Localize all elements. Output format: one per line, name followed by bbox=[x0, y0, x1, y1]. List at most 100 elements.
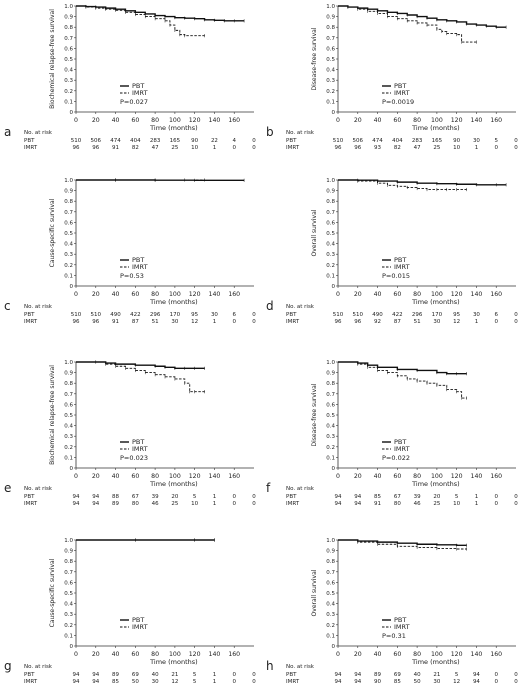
y-tick-label: 1.0 bbox=[64, 4, 73, 10]
x-tick-label: 20 bbox=[92, 651, 100, 658]
risk-cell: 94 bbox=[92, 494, 99, 500]
risk-cell: 50 bbox=[132, 679, 139, 685]
p-value: P=0.027 bbox=[120, 98, 148, 106]
risk-row-label-pbt: PBT bbox=[24, 312, 35, 318]
risk-cell: 47 bbox=[152, 145, 159, 151]
legend-label-imrt: IMRT bbox=[394, 89, 410, 97]
risk-cell: 422 bbox=[130, 312, 141, 318]
y-tick-label: 0 bbox=[332, 284, 336, 290]
series-line-pbt bbox=[338, 361, 467, 375]
x-tick-label: 40 bbox=[374, 473, 382, 480]
risk-row-label-pbt: PBT bbox=[286, 138, 297, 144]
risk-cell: 510 bbox=[71, 138, 82, 144]
risk-cell: 94 bbox=[354, 501, 361, 507]
x-tick-label: 40 bbox=[374, 117, 382, 124]
y-tick-label: 0 bbox=[70, 284, 74, 290]
risk-cell: 6 bbox=[494, 312, 498, 318]
y-tick-label: 0.5 bbox=[64, 413, 73, 419]
x-tick-label: 0 bbox=[336, 473, 340, 480]
p-value: P=0.022 bbox=[382, 454, 410, 462]
x-axis-label: Time (months) bbox=[411, 480, 460, 488]
x-tick-label: 60 bbox=[393, 651, 401, 658]
risk-cell: 20 bbox=[171, 494, 178, 500]
y-tick-label: 0.4 bbox=[326, 424, 335, 430]
risk-row-label-imrt: IMRT bbox=[24, 145, 38, 151]
y-tick-label: 0.6 bbox=[326, 220, 335, 226]
x-axis-label: Time (months) bbox=[411, 124, 460, 132]
series-line-pbt bbox=[338, 539, 467, 546]
y-axis-label: Biochemical relapse-free survival bbox=[49, 365, 56, 465]
risk-cell: 5 bbox=[494, 138, 498, 144]
risk-cell: 1 bbox=[213, 679, 217, 685]
risk-cell: 22 bbox=[211, 138, 218, 144]
y-tick-label: 0.2 bbox=[326, 623, 335, 629]
y-tick-label: 0.7 bbox=[326, 570, 335, 576]
x-tick-label: 100 bbox=[431, 117, 443, 124]
y-tick-label: 0 bbox=[70, 110, 74, 116]
y-tick-label: 0.3 bbox=[64, 434, 73, 440]
x-tick-label: 80 bbox=[151, 291, 159, 298]
x-tick-label: 160 bbox=[490, 117, 502, 124]
risk-cell: 1 bbox=[475, 145, 479, 151]
y-tick-label: 0.4 bbox=[64, 68, 73, 74]
risk-cell: 6 bbox=[232, 312, 236, 318]
x-tick-label: 40 bbox=[112, 291, 120, 298]
risk-cell: 0 bbox=[494, 679, 498, 685]
y-tick-label: 1.0 bbox=[64, 178, 73, 184]
risk-cell: 69 bbox=[132, 672, 139, 678]
y-axis-label: Disease-free survival bbox=[311, 383, 318, 446]
risk-table-header: No. at risk bbox=[24, 304, 53, 310]
risk-row-label-imrt: IMRT bbox=[286, 501, 300, 507]
legend-label-pbt: PBT bbox=[132, 256, 144, 264]
x-tick-label: 40 bbox=[112, 651, 120, 658]
y-tick-label: 0.8 bbox=[64, 381, 73, 387]
risk-cell: 93 bbox=[374, 145, 381, 151]
risk-cell: 89 bbox=[112, 501, 119, 507]
risk-cell: 50 bbox=[414, 679, 421, 685]
x-tick-label: 60 bbox=[393, 473, 401, 480]
risk-cell: 89 bbox=[112, 672, 119, 678]
risk-cell: 510 bbox=[333, 138, 344, 144]
legend-label-pbt: PBT bbox=[394, 82, 406, 90]
risk-row-label-pbt: PBT bbox=[24, 494, 35, 500]
panel-letter: e bbox=[4, 481, 11, 495]
y-tick-label: 0.2 bbox=[64, 89, 73, 95]
y-tick-label: 0 bbox=[332, 466, 336, 472]
y-tick-label: 0.9 bbox=[326, 15, 335, 21]
risk-cell: 1 bbox=[475, 494, 479, 500]
x-tick-label: 40 bbox=[374, 651, 382, 658]
y-tick-label: 0.9 bbox=[64, 15, 73, 21]
risk-cell: 1 bbox=[213, 672, 217, 678]
y-tick-label: 0.8 bbox=[64, 199, 73, 205]
risk-cell: 82 bbox=[132, 145, 139, 151]
x-tick-label: 120 bbox=[189, 473, 201, 480]
x-tick-label: 80 bbox=[151, 117, 159, 124]
x-tick-label: 100 bbox=[431, 473, 443, 480]
risk-cell: 474 bbox=[372, 138, 383, 144]
x-tick-label: 160 bbox=[228, 117, 240, 124]
y-tick-label: 0.4 bbox=[64, 602, 73, 608]
series-line-imrt bbox=[76, 361, 205, 393]
y-tick-label: 0.5 bbox=[64, 591, 73, 597]
risk-cell: 85 bbox=[112, 679, 119, 685]
x-tick-label: 80 bbox=[151, 473, 159, 480]
risk-cell: 80 bbox=[132, 501, 139, 507]
p-value: P=0.015 bbox=[382, 272, 410, 280]
y-tick-label: 0.5 bbox=[326, 591, 335, 597]
y-tick-label: 0.9 bbox=[326, 371, 335, 377]
risk-table-header: No. at risk bbox=[24, 664, 53, 670]
risk-cell: 30 bbox=[473, 312, 480, 318]
risk-cell: 96 bbox=[73, 145, 80, 151]
risk-cell: 474 bbox=[110, 138, 121, 144]
y-tick-label: 0.9 bbox=[64, 189, 73, 195]
risk-cell: 87 bbox=[132, 319, 139, 325]
x-tick-label: 160 bbox=[490, 291, 502, 298]
risk-cell: 40 bbox=[152, 672, 159, 678]
y-tick-label: 0.6 bbox=[64, 580, 73, 586]
legend-label-pbt: PBT bbox=[394, 256, 406, 264]
panel-a: 00.10.20.30.40.50.60.70.80.91.00 20 40 60 80… bbox=[4, 4, 256, 151]
risk-cell: 39 bbox=[414, 494, 421, 500]
risk-cell: 25 bbox=[433, 501, 440, 507]
risk-cell: 0 bbox=[514, 501, 518, 507]
risk-cell: 510 bbox=[71, 312, 82, 318]
